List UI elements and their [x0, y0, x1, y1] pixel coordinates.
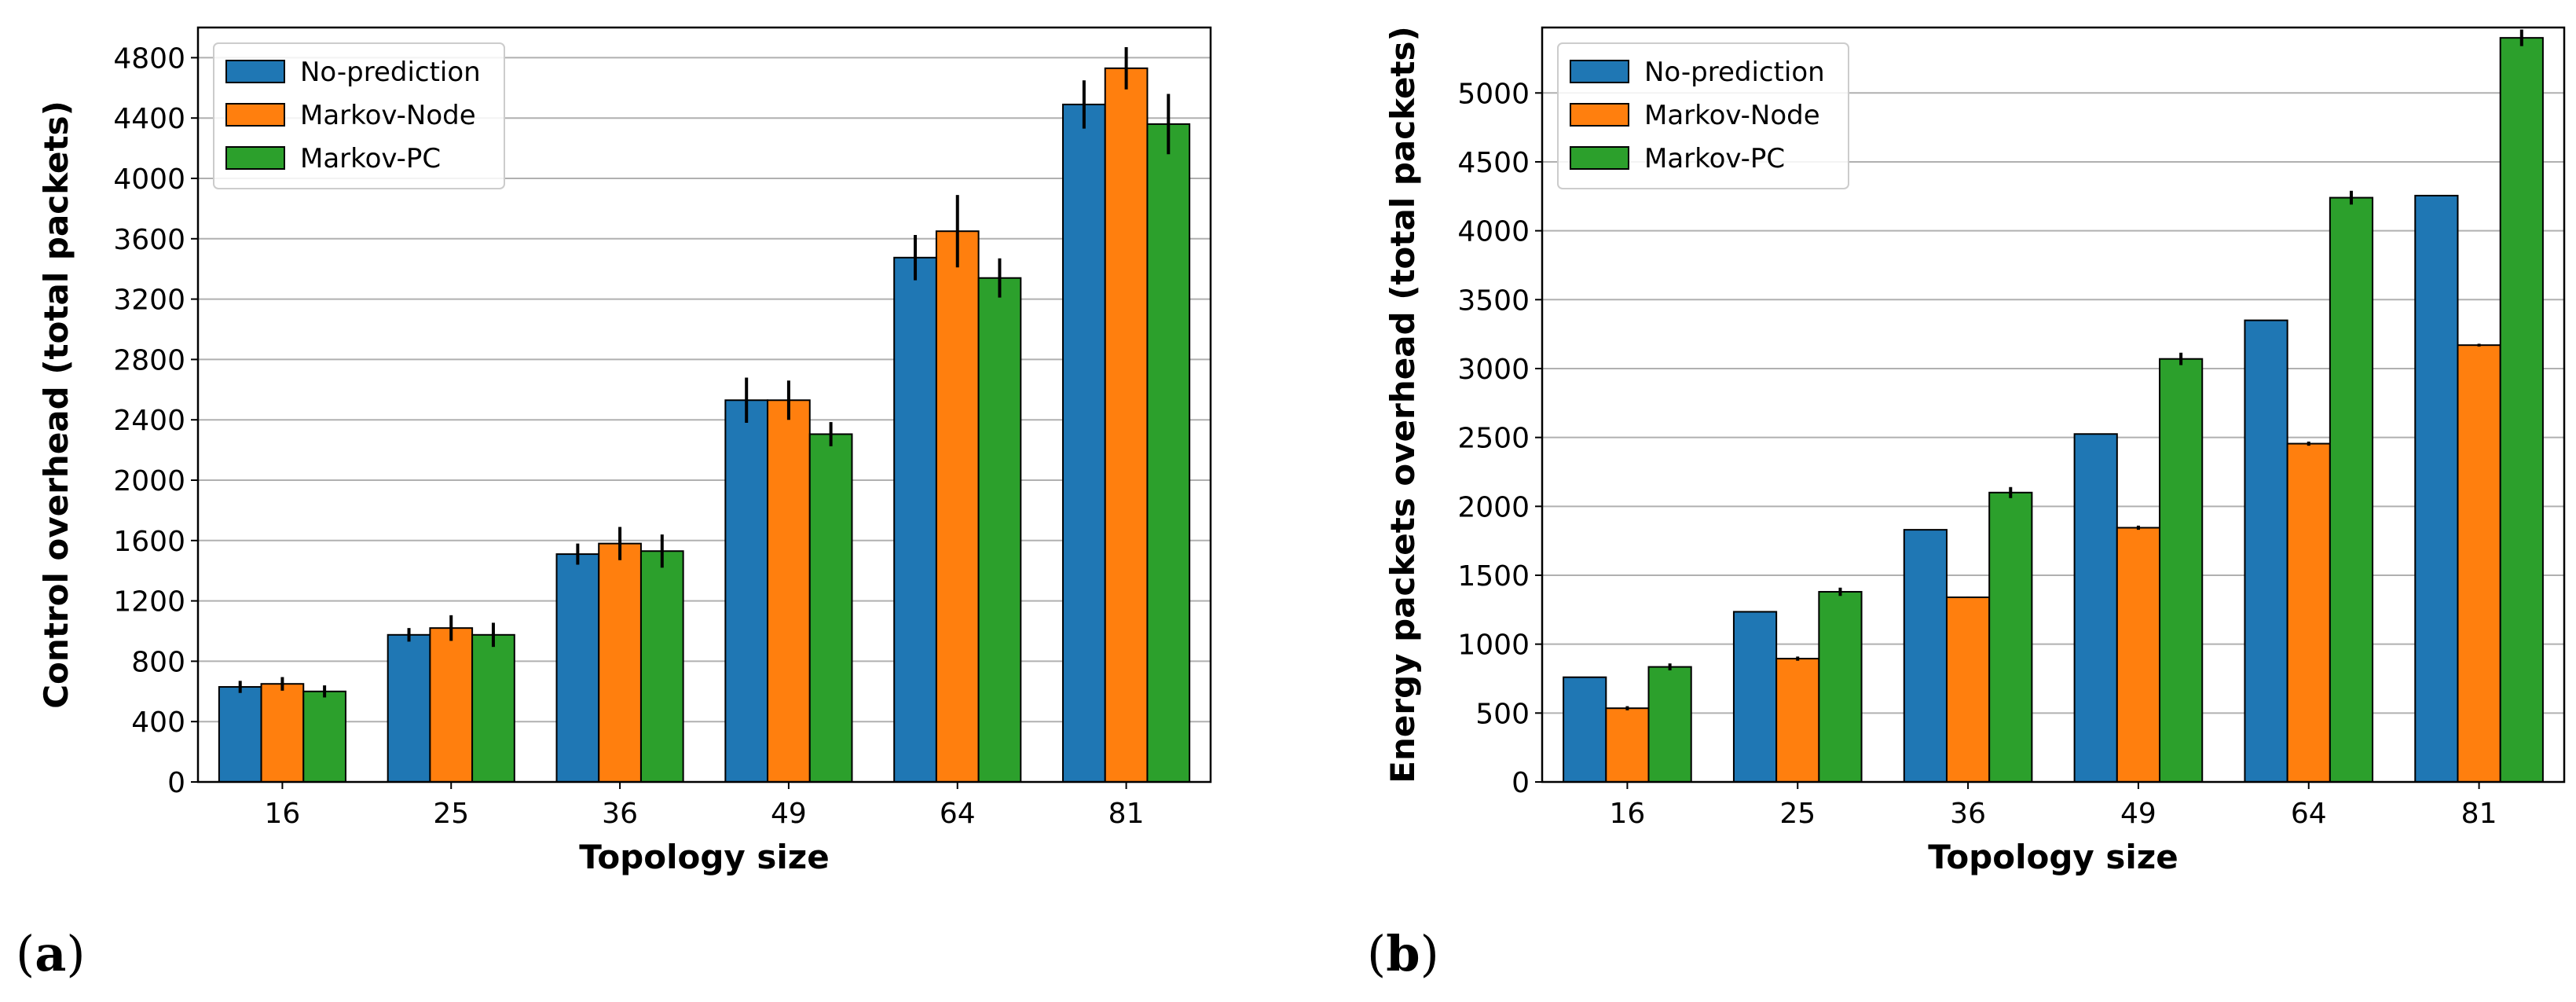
bar-no-prediction-64	[2244, 319, 2288, 784]
bar-markov-pc-25	[1818, 591, 1863, 783]
chart-b: 0 500 1000 1500 2000 2500 3000 3500 4000 4500 5000…	[1383, 26, 2566, 876]
bar-no-prediction-49	[2073, 433, 2118, 783]
legend: No-prediction Markov-Node Markov-PC	[213, 42, 505, 189]
y-tick-label: 3200	[113, 284, 185, 317]
legend-swatch-markov-node	[225, 103, 285, 127]
x-tick-label: 16	[265, 798, 301, 830]
y-tick-label: 800	[131, 646, 185, 678]
bar-markov-pc-16	[302, 690, 346, 783]
x-tick-label: 25	[433, 798, 469, 830]
legend-label-markov-pc: Markov-PC	[300, 143, 441, 174]
x-tick-label: 81	[1108, 798, 1145, 830]
bar-markov-pc-36	[1988, 491, 2033, 783]
bar-markov-pc-36	[639, 550, 684, 783]
x-tick-label: 36	[1950, 798, 1986, 830]
y-tick-label: 5000	[1457, 78, 1530, 110]
plot-frame	[196, 26, 1212, 784]
bar-markov-pc-81	[2499, 37, 2544, 783]
y-tick-label: 0	[167, 767, 185, 799]
x-tick-label: 25	[1779, 798, 1816, 830]
y-tick-label: 2500	[1457, 423, 1530, 455]
bar-no-prediction-49	[724, 399, 769, 783]
legend-box	[213, 42, 505, 189]
y-tick-label: 3500	[1457, 284, 1530, 317]
y-tick-label: 0	[1512, 767, 1530, 799]
bar-markov-node-16	[1605, 707, 1650, 783]
bar-markov-node-25	[1775, 658, 1820, 783]
legend-label-no-prediction: No-prediction	[300, 57, 481, 88]
panel-label-a: (a)	[16, 925, 86, 982]
bar-markov-pc-64	[2329, 196, 2374, 783]
bar-no-prediction-25	[387, 633, 431, 783]
bar-no-prediction-16	[1563, 676, 1607, 784]
y-tick-label: 4500	[1457, 147, 1530, 179]
x-tick-label: 64	[2291, 798, 2327, 830]
bar-markov-pc-16	[1647, 666, 1692, 784]
legend-label-markov-node: Markov-Node	[300, 100, 476, 131]
bar-markov-node-64	[935, 230, 980, 783]
y-axis-label: Energy packets overhead (total packets)	[1383, 26, 1422, 783]
bar-no-prediction-81	[1062, 103, 1106, 784]
bar-markov-node-49	[767, 399, 811, 783]
y-tick-label: 1200	[113, 586, 185, 618]
legend-swatch-markov-pc	[1570, 146, 1629, 170]
legend-swatch-markov-pc	[225, 146, 285, 170]
y-tick-label: 3600	[113, 224, 185, 256]
y-tick-label: 4000	[113, 163, 185, 196]
bar-no-prediction-36	[555, 553, 600, 784]
x-tick-label: 36	[602, 798, 638, 830]
bar-markov-node-81	[2457, 344, 2501, 784]
y-tick-label: 4400	[113, 103, 185, 135]
bar-no-prediction-81	[2414, 194, 2459, 784]
x-tick-label: 64	[940, 798, 976, 830]
x-axis-label: Topology size	[579, 838, 830, 876]
bar-no-prediction-36	[1903, 529, 1948, 783]
y-tick-label: 400	[131, 707, 185, 739]
bar-markov-pc-81	[1146, 123, 1191, 783]
legend-swatch-no-prediction	[225, 60, 285, 83]
y-tick-label: 2000	[113, 465, 185, 497]
x-axis-label: Topology size	[1928, 838, 2178, 876]
bar-no-prediction-25	[1732, 611, 1778, 783]
bar-markov-node-81	[1104, 67, 1149, 783]
y-tick-label: 3000	[1457, 354, 1530, 386]
chart-a: 0 400 800 1200 1600 2000 2400 2800 3200 3600 4000 4…	[37, 26, 1212, 876]
y-tick-label: 4800	[113, 42, 185, 75]
x-tick-label: 81	[2461, 798, 2497, 830]
y-axis-label: Control overhead (total packets)	[37, 101, 75, 709]
y-tick-label: 1500	[1457, 560, 1530, 593]
bar-markov-node-36	[1945, 596, 1991, 783]
bar-markov-node-16	[260, 683, 305, 784]
plot-frame	[1541, 26, 2566, 784]
bar-no-prediction-16	[218, 686, 262, 783]
bar-markov-pc-25	[471, 633, 515, 783]
bar-markov-node-64	[2286, 442, 2331, 783]
legend-box	[1557, 42, 1849, 189]
bar-markov-pc-49	[2159, 358, 2204, 784]
bar-markov-node-25	[429, 627, 474, 783]
legend-label-markov-node: Markov-Node	[1644, 100, 1820, 131]
y-tick-label: 1000	[1457, 629, 1530, 662]
legend-label-markov-pc: Markov-PC	[1644, 143, 1785, 174]
y-tick-label: 500	[1475, 698, 1530, 730]
x-tick-label: 49	[2120, 798, 2156, 830]
y-tick-label: 4000	[1457, 216, 1530, 248]
bar-markov-node-49	[2116, 527, 2161, 783]
bar-no-prediction-64	[893, 256, 937, 783]
bar-markov-node-36	[598, 542, 642, 783]
panel-label-b: (b)	[1367, 925, 1439, 982]
y-tick-label: 2800	[113, 344, 185, 376]
bar-markov-pc-64	[977, 277, 1022, 784]
legend-label-no-prediction: No-prediction	[1644, 57, 1825, 88]
x-tick-label: 49	[771, 798, 807, 830]
y-tick-label: 1600	[113, 526, 185, 558]
y-tick-label: 2000	[1457, 491, 1530, 523]
legend-swatch-markov-node	[1570, 103, 1629, 127]
bar-markov-pc-49	[808, 433, 853, 783]
x-tick-label: 16	[1610, 798, 1646, 830]
y-tick-label: 2400	[113, 405, 185, 437]
legend-swatch-no-prediction	[1570, 60, 1629, 83]
legend: No-prediction Markov-Node Markov-PC	[1557, 42, 1849, 189]
